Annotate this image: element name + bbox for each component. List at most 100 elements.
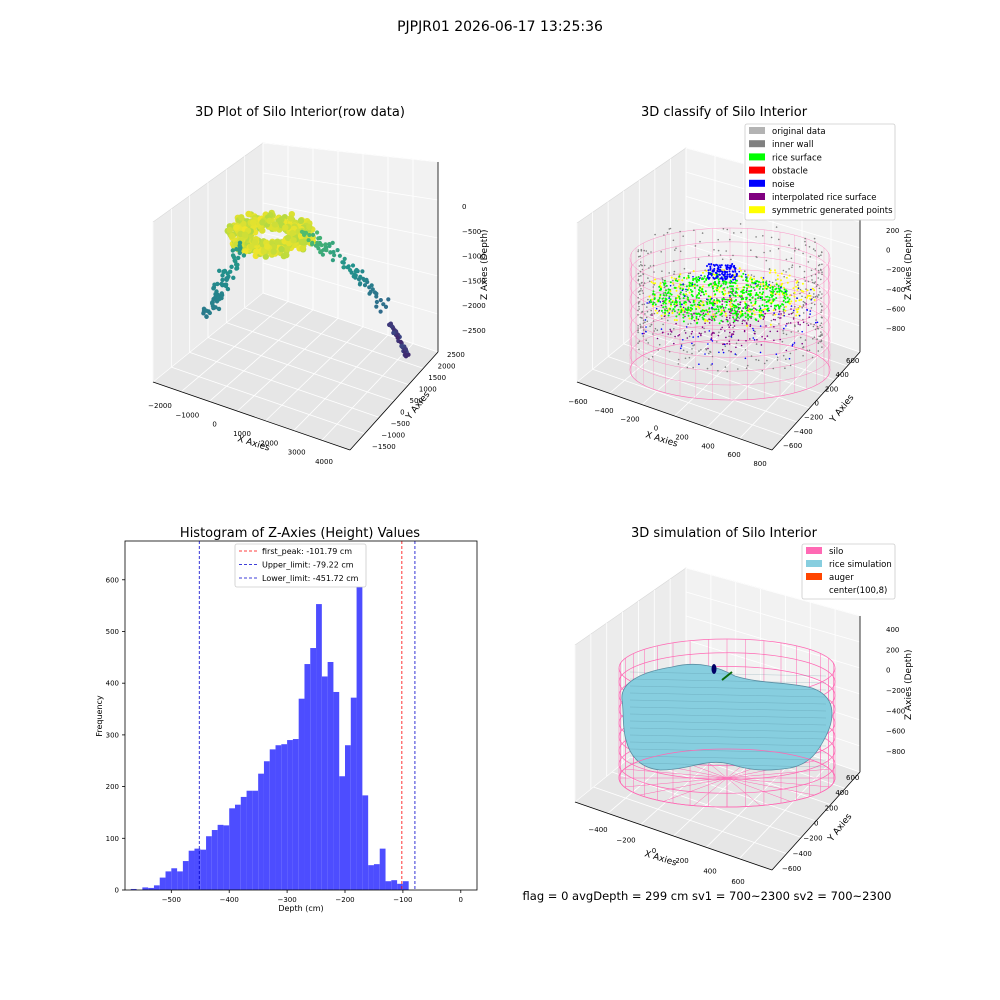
classify-legend-label: original data [772, 127, 826, 137]
classify-rice-point [672, 308, 675, 311]
classify-rice-point [697, 303, 700, 306]
classify-wall-point [686, 351, 688, 353]
histogram-xtick-label: −200 [335, 896, 354, 904]
classify-rice-point [682, 320, 685, 323]
classify-rice-point [695, 276, 698, 279]
classify-symmetric-point [802, 290, 805, 293]
classify-noise-point [738, 270, 740, 273]
classify-wall-point [808, 246, 811, 248]
classify-wall-point [640, 250, 643, 252]
classify-rice-point [660, 288, 662, 291]
classify-wall-point [638, 290, 641, 293]
classify-rice-point [675, 315, 678, 318]
histogram-bar [240, 796, 247, 890]
raw-point [232, 258, 237, 263]
raw-ytick-label: 1500 [428, 374, 446, 382]
classify-y-axis-line [771, 351, 861, 451]
classify-rice-point [760, 309, 763, 312]
classify-rice-point [768, 299, 771, 302]
classify-rice-point [750, 285, 753, 288]
classify-symmetric-point [772, 309, 775, 312]
classify-noise-point [711, 340, 714, 342]
classify-interp-point [789, 322, 792, 324]
classify-noise-point [713, 264, 716, 267]
classify-wall-point [670, 301, 672, 304]
classify-wall-point [637, 342, 639, 344]
classify-noise-point [715, 277, 717, 279]
classify-symmetric-point [808, 294, 810, 297]
classify-rice-point [713, 283, 716, 286]
classify-interp-point [726, 316, 728, 319]
classify-wall-point [821, 326, 823, 329]
raw-point [321, 247, 326, 252]
raw-plot-title: 3D Plot of Silo Interior(row data) [195, 105, 405, 120]
classify-rice-point [765, 295, 768, 298]
classify-rice-point [775, 304, 778, 307]
classify-rice-point [683, 302, 686, 305]
classify-interp-point [651, 314, 653, 316]
histogram-bar [310, 648, 317, 890]
classify-rice-point [676, 280, 679, 283]
classify-rice-point [758, 315, 761, 318]
classify-interp-point [737, 339, 740, 342]
histogram-legend-box [234, 543, 367, 588]
raw-floor-gridline [265, 326, 364, 422]
classify-wall-point [821, 293, 823, 295]
classify-rice-point [660, 309, 663, 312]
classify-noise-point [716, 269, 719, 272]
classify-wall-point [637, 278, 640, 281]
classify-noise-point [733, 276, 736, 279]
classify-wall-point [782, 310, 785, 313]
classify-symmetric-point [670, 276, 673, 279]
classify-wall-point [750, 249, 752, 251]
classify-wall-point [732, 254, 734, 257]
raw-point [318, 250, 323, 255]
classify-rice-point [704, 290, 707, 293]
classify-ztick-label: 200 [886, 227, 899, 235]
raw-point [251, 239, 259, 246]
classify-wall-point [781, 340, 784, 343]
classify-wall-point [652, 264, 655, 267]
classify-noise-point [646, 302, 648, 304]
histogram-ytick-label: 600 [106, 576, 119, 584]
classify-interp-point [773, 326, 775, 328]
classify-symmetric-point [788, 302, 791, 305]
classify-interp-point [700, 294, 702, 297]
classify-rice-point [699, 300, 702, 302]
simulation-x-axis-line [574, 801, 773, 871]
classify-rice-point [695, 315, 698, 318]
classify-wall-point [640, 275, 642, 277]
classify-rice-point [687, 298, 690, 301]
classify-noise-point [699, 304, 701, 307]
classify-wall-point [820, 322, 823, 325]
classify-ytick-label: −200 [804, 414, 823, 422]
classify-wall-point [688, 335, 691, 338]
classify-rice-point [740, 298, 743, 301]
raw-point [287, 215, 295, 222]
classify-wall-point [819, 291, 821, 293]
classify-rice-point [741, 292, 744, 294]
classify-wall-point [801, 295, 803, 298]
raw-back-gridline [262, 202, 439, 239]
classify-noise-point [709, 265, 712, 268]
raw-back-gridline [262, 142, 439, 163]
classify-wall-point [802, 318, 804, 321]
classify-wall-point [713, 249, 715, 251]
classify-interp-point [726, 342, 728, 345]
classify-noise-point [655, 307, 658, 310]
classify-rice-point [745, 298, 748, 301]
raw-point [223, 283, 229, 289]
classify-symmetric-point [793, 291, 796, 294]
classify-symmetric-point [692, 270, 695, 273]
classify-interp-point [684, 311, 686, 313]
raw-point [242, 248, 249, 255]
classify-wall-point [799, 292, 801, 295]
raw-point [217, 268, 222, 273]
raw-floor-gridline [293, 334, 389, 431]
classify-interp-point [802, 321, 805, 324]
classify-wall-point [813, 293, 815, 295]
raw-point [310, 242, 315, 247]
classify-symmetric-point [705, 292, 708, 295]
classify-wall-point [810, 307, 813, 309]
classify-symmetric-point [800, 298, 803, 301]
